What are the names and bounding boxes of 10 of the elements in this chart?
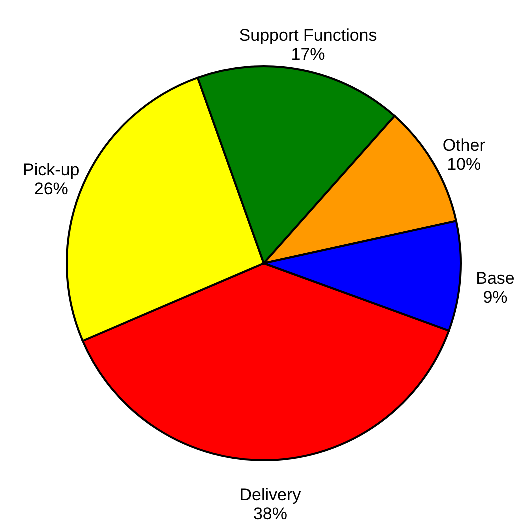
- data-label: 26%: [34, 180, 68, 199]
- slice-label: Base: [476, 268, 515, 288]
- data-label: 38%: [253, 504, 288, 524]
- slice-label: Other: [442, 136, 486, 156]
- slice-label: Delivery: [240, 485, 302, 504]
- data-label: 17%: [291, 44, 326, 64]
- data-label: 9%: [483, 288, 508, 307]
- slice-label: Support Functions: [239, 26, 378, 45]
- slice-label: Pick-up: [23, 160, 80, 180]
- data-label: 10%: [447, 155, 482, 174]
